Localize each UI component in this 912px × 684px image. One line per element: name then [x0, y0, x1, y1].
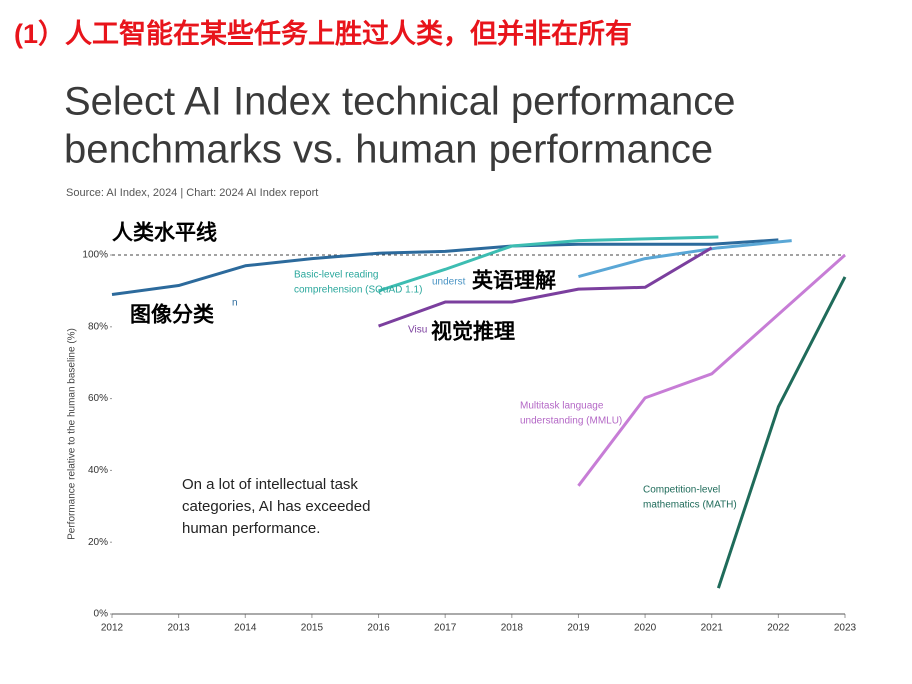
annotation: 视觉推理 [431, 320, 515, 344]
annotation: underst [432, 277, 466, 288]
annotation: understanding (MMLU) [520, 416, 622, 427]
series-line [111, 238, 779, 296]
x-tick-label: 2021 [701, 623, 724, 634]
series-line [577, 253, 846, 487]
slide-heading: (1）人工智能在某些任务上胜过人类，但并非在所有 [14, 18, 632, 49]
x-tick-label: 2018 [501, 623, 524, 634]
annotation: Competition-level [643, 485, 720, 496]
x-tick-label: 2012 [101, 623, 124, 634]
chart-title: Select AI Index technical performance [64, 80, 735, 124]
annotation: Multitask language [520, 401, 604, 412]
annotation: mathematics (MATH) [643, 500, 737, 511]
y-tick-label: 20% [88, 537, 108, 548]
x-tick-label: 2017 [434, 623, 457, 634]
x-tick-label: 2022 [767, 623, 790, 634]
annotation: 图像分类 [130, 304, 215, 327]
annotation: 英语理解 [472, 269, 556, 293]
y-tick-label: 80% [88, 321, 108, 332]
series-line [378, 246, 713, 328]
annotation: n [232, 298, 238, 309]
x-tick-label: 2023 [834, 623, 857, 634]
source: Source: AI Index, 2024 | Chart: 2024 AI … [66, 187, 318, 199]
annotation: Visu [408, 325, 427, 336]
annotation: comprehension (SQuAD 1.1) [294, 285, 422, 296]
annotation: human performance. [182, 520, 320, 537]
x-tick-label: 2016 [367, 623, 390, 634]
series-line [578, 239, 792, 278]
x-tick-label: 2015 [301, 623, 324, 634]
annotation: 人类水平线 [112, 221, 217, 245]
y-tick-label: 100% [82, 250, 108, 261]
x-tick-label: 2013 [168, 623, 191, 634]
series-line [716, 276, 847, 589]
annotation: categories, AI has exceeded [182, 498, 370, 515]
y-tick-label: 60% [88, 393, 108, 404]
series-line [378, 235, 719, 293]
annotation: On a lot of intellectual task [182, 476, 358, 493]
x-tick-label: 2019 [567, 623, 590, 634]
annotation: Basic-level reading [294, 270, 379, 281]
x-tick-label: 2014 [234, 623, 257, 634]
y-tick-label: 0% [94, 609, 109, 620]
y-tick-label: 40% [88, 465, 108, 476]
chart-title: benchmarks vs. human performance [64, 128, 713, 172]
x-tick-label: 2020 [634, 623, 657, 634]
y-axis-label: Performance relative to the human baseli… [67, 328, 78, 540]
